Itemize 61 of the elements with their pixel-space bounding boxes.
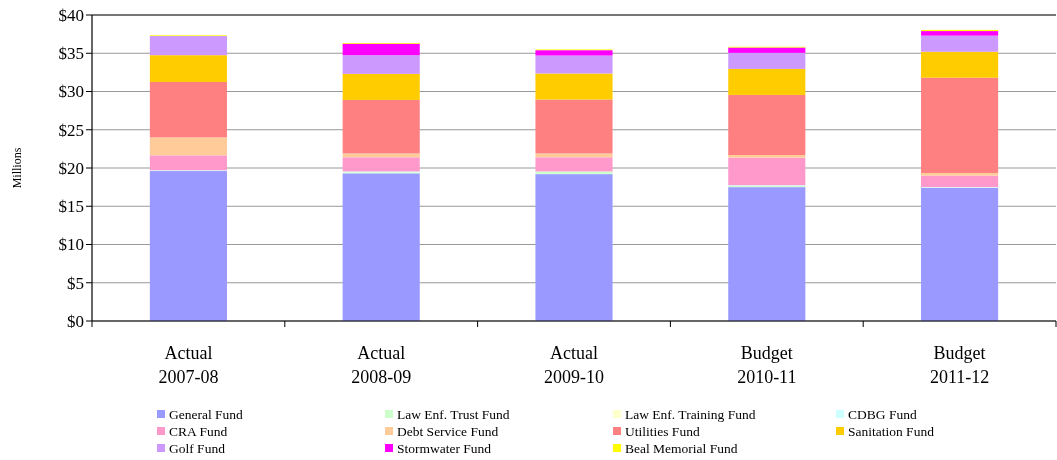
bar: [342, 43, 420, 56]
bar: [149, 55, 227, 82]
bar: [342, 55, 420, 74]
bar: [535, 171, 613, 175]
bar: [921, 187, 999, 321]
x-tick-label: Budget 2010-11: [737, 343, 797, 387]
x-tick-label: Actual 2008-09: [351, 343, 412, 387]
legend-label: Law Enf. Trust Fund: [397, 406, 510, 422]
legend-label: CDBG Fund: [848, 406, 917, 422]
bar: [342, 153, 420, 158]
legend-label: General Fund: [169, 406, 244, 422]
bar: [535, 157, 613, 172]
legend-label: Utilities Fund: [625, 423, 700, 439]
legend-label: Stormwater Fund: [397, 440, 492, 456]
bar: [149, 81, 227, 138]
y-tick-label: $5: [67, 273, 84, 293]
bar: [342, 157, 420, 172]
legend-label: Sanitation Fund: [848, 423, 935, 439]
bar: [728, 94, 806, 155]
bar: [728, 47, 806, 53]
x-tick-label: Budget 2011-12: [929, 343, 990, 387]
bar: [149, 137, 227, 156]
bar: [342, 99, 420, 154]
bar: [921, 77, 999, 173]
y-tick-label: $40: [58, 5, 84, 25]
bar: [342, 173, 420, 321]
legend-label: Law Enf. Training Fund: [625, 406, 756, 422]
bar: [921, 51, 999, 78]
bar: [535, 153, 613, 158]
bar: [535, 50, 613, 56]
bar: [728, 68, 806, 95]
bar: [149, 155, 227, 171]
x-tick-label: Actual 2007-08: [158, 343, 219, 387]
bar: [921, 31, 999, 36]
bar: [535, 99, 613, 154]
y-tick-label: $20: [58, 158, 84, 178]
bar: [535, 174, 613, 321]
y-tick-label: $25: [58, 120, 84, 140]
x-tick-label: Actual 2009-10: [544, 343, 604, 387]
bar: [535, 73, 613, 100]
bar: [535, 55, 613, 74]
bar: [728, 52, 806, 69]
bar: [921, 35, 999, 52]
y-tick-label: $0: [67, 311, 84, 331]
bar: [728, 187, 806, 321]
legend-label: Debt Service Fund: [397, 423, 499, 439]
y-tick-label: $35: [58, 44, 84, 64]
legend-label: CRA Fund: [169, 423, 228, 439]
bar: [728, 155, 806, 158]
bar: [149, 36, 227, 56]
bar: [921, 172, 999, 176]
bar: [149, 171, 227, 321]
bar: [921, 175, 999, 188]
y-tick-label: $10: [58, 235, 84, 255]
y-axis-title: Millions: [10, 147, 24, 189]
bar: [728, 157, 806, 186]
legend-label: Beal Memorial Fund: [625, 440, 738, 456]
legend-label: Golf Fund: [169, 440, 226, 456]
y-tick-label: $30: [58, 82, 84, 102]
bar: [342, 73, 420, 100]
y-tick-label: $15: [58, 197, 84, 217]
